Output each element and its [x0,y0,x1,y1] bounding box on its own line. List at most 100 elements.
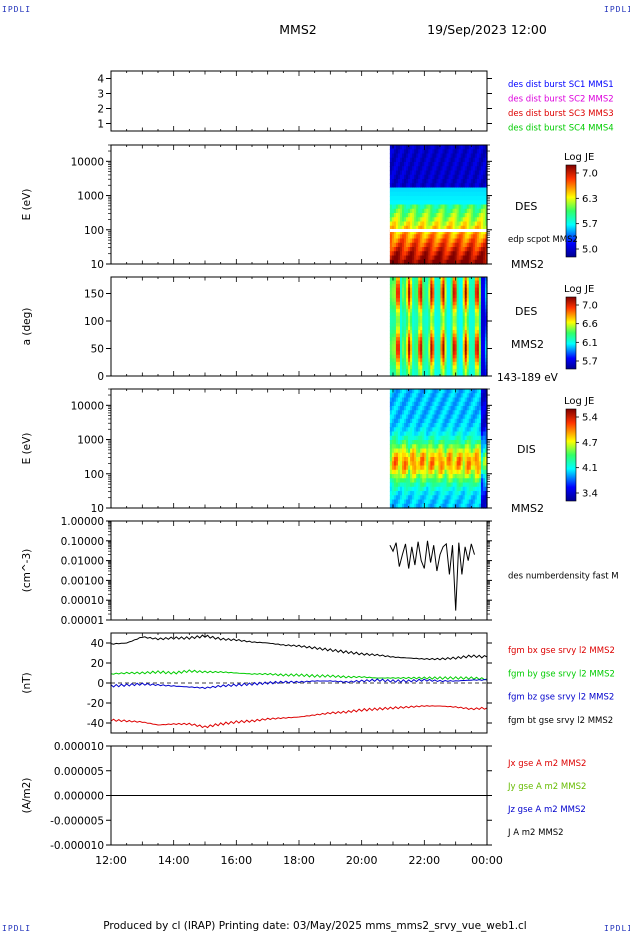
y-tick-label: 10 [91,259,104,271]
corner-tag-top-right: IPDLI [604,5,630,14]
panel-dis_energy: Log JE 5.4 4.7 4.1 3.4 10 100 1000 10000 E (eV) DI… [21,388,598,515]
colorbar-tick-label: 6.3 [582,194,598,205]
colorbar-tick-label: 5.7 [582,357,598,368]
legend-entry: des dist burst SC4 MMS4 [508,124,614,134]
legend-entry: fgm bx gse srvy l2 MMS2 [508,646,615,656]
spectrogram-des_energy [389,145,488,265]
y-tick-label: 20 [91,658,104,670]
corner-tag-top-left: IPDLI [2,5,32,14]
y-tick-label: -0.000005 [50,815,104,827]
colorbar-tick-label: 7.0 [582,169,598,180]
colorbar-tick-label: 6.6 [582,319,598,330]
y-tick-label: 10000 [71,400,104,412]
y-tick-label: 10000 [71,156,104,168]
instrument-label: DES [515,200,537,213]
colorbar-title: Log JE [564,396,594,407]
instrument-label: DIS [517,443,536,456]
colorbar-tick-label: 6.1 [582,338,598,349]
time-tick-label: 14:00 [158,854,190,867]
y-axis-label: E (eV) [21,433,33,465]
series-field-2 [110,678,488,690]
colorbar-tick-label: 4.1 [582,463,598,474]
colorbar-tick-label: 5.0 [582,245,598,256]
series-density-0 [389,540,475,611]
colorbar-tick-label: 5.4 [582,413,598,424]
y-axis-label: (A/m2) [21,778,33,814]
colorbar-tick-label: 5.7 [582,219,598,230]
time-tick-label: 12:00 [95,854,127,867]
y-tick-label: -20 [87,698,104,710]
y-tick-label: 1.00000 [61,516,104,528]
y-axis-label: (nT) [21,672,33,693]
y-tick-label: 1000 [77,435,104,447]
legend-entry: Jz gse A m2 MMS2 [507,805,586,815]
y-tick-label: 100 [84,316,104,328]
spacecraft-title: MMS2 [279,22,316,37]
panel-frame [110,70,488,132]
y-tick-label: 2 [97,104,104,116]
y-tick-label: 0.000005 [54,766,104,778]
panel-field: -40 -20 0 20 40 (nT) fgm bx gse srvy l2 MMS2 fg… [21,632,615,734]
corner-tag-bottom-left: IPDLI [2,924,32,933]
overlay-label: edp scpot MMS2 [508,235,578,245]
legend-entry: Jx gse A m2 MMS2 [507,759,586,769]
panel-frame [110,520,488,621]
time-tick-label: 16:00 [220,854,252,867]
legend-entry: des dist burst SC3 MMS3 [508,109,614,119]
y-tick-label: 1 [97,119,104,131]
y-tick-label: 3 [97,89,104,101]
colorbar-des_pitch [565,296,577,370]
legend-entry: des numberdensity fast M [508,572,619,582]
colorbar-title: Log JE [564,284,594,295]
y-tick-label: 1000 [77,191,104,203]
y-tick-label: 4 [97,74,104,86]
y-tick-label: 0.00100 [61,575,104,587]
footer-credits: Produced by cl (IRAP) Printing date: 03/… [103,920,526,932]
energy-range-label: 143-189 eV [497,372,559,384]
y-axis-label: a (deg) [21,308,33,346]
time-tick-label: 20:00 [346,854,378,867]
panel-current: -0.000010 -0.000005 0.000000 0.000005 0.0000… [21,741,586,852]
y-tick-label: 10 [91,503,104,515]
spacecraft-label: MMS2 [511,338,544,351]
y-tick-label: 0.01000 [61,556,104,568]
time-axis: 12:00 14:00 16:00 18:00 20:00 22:00 00:00 [95,854,503,867]
y-axis-label: (cm^-3) [21,549,33,592]
series-field-0 [110,705,488,729]
series-field-1 [110,669,488,681]
y-tick-label: 100 [84,469,104,481]
colorbar-tick-label: 7.0 [582,301,598,312]
time-tick-label: 00:00 [471,854,503,867]
colorbar-tick-label: 4.7 [582,438,598,449]
series-field-3 [110,634,488,661]
y-tick-label: 40 [91,638,104,650]
colorbar-dis_energy [565,408,577,502]
panel-density: 0.00001 0.00010 0.00100 0.01000 0.10000 1.000… [21,516,619,627]
colorbar-tick-label: 3.4 [582,489,598,500]
y-tick-label: 0.000000 [54,791,104,803]
legend-entry: J A m2 MMS2 [507,828,564,838]
time-tick-label: 22:00 [408,854,440,867]
instrument-label: DES [515,305,537,318]
legend-entry: fgm bz gse srvy l2 MMS2 [508,693,614,703]
spectrogram-des_pitch [389,277,488,377]
datetime-title: 19/Sep/2023 12:00 [427,22,547,37]
y-tick-label: 0.00010 [61,595,104,607]
legend-entry: fgm bt gse srvy l2 MMS2 [508,716,613,726]
panel-des_pitch: Log JE 7.0 6.6 6.1 5.7 0 50 100 150 a (deg) DES MMS… [21,276,598,384]
spacecraft-label: MMS2 [511,502,544,515]
panel-des_energy: Log JE 7.0 6.3 5.7 5.0 10 100 1000 10000 E (eV) DE… [21,144,598,271]
y-tick-label: 150 [84,289,104,301]
panel-burst: 1 2 3 4 des dist burst SC1 MMS1 des dist burs… [97,70,614,134]
y-tick-label: -0.000010 [50,840,104,852]
legend-entry: Jy gse A m2 MMS2 [507,782,586,792]
y-axis-label: E (eV) [21,189,33,221]
y-tick-label: -40 [87,718,104,730]
colorbar-title: Log JE [564,152,594,163]
y-tick-label: 0.00001 [61,615,104,627]
y-tick-label: 0 [97,371,104,383]
spacecraft-label: MMS2 [511,258,544,271]
panels: 1 2 3 4 des dist burst SC1 MMS1 des dist burs… [21,70,619,852]
legend-entry: des dist burst SC1 MMS1 [508,80,614,90]
